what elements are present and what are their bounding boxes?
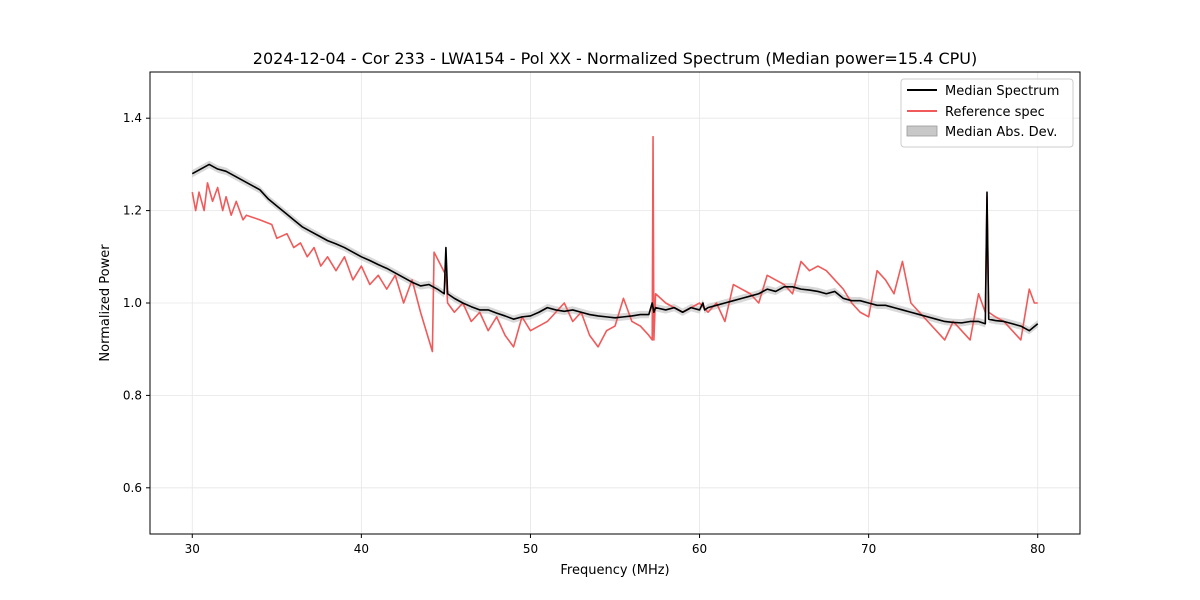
legend-median-label: Median Spectrum <box>945 84 1059 99</box>
x-tick-label: 40 <box>354 542 369 556</box>
x-tick-label: 70 <box>861 542 876 556</box>
chart-title: 2024-12-04 - Cor 233 - LWA154 - Pol XX -… <box>253 49 977 68</box>
x-axis-ticks: 30 40 50 60 70 80 <box>185 534 1045 556</box>
mad-band <box>192 160 1038 335</box>
legend-reference-label: Reference spec <box>945 105 1045 120</box>
reference-line <box>191 135 1038 353</box>
median-line <box>191 163 1039 332</box>
legend-mad-swatch <box>906 125 938 137</box>
legend-mad-label: Median Abs. Dev. <box>945 125 1057 140</box>
median-abs-dev-band <box>192 160 1038 335</box>
y-axis-label: Normalized Power <box>98 244 113 362</box>
x-tick-label: 60 <box>692 542 707 556</box>
y-tick-label: 1.4 <box>123 111 142 125</box>
y-axis-ticks: 0.6 0.8 1.0 1.2 1.4 <box>123 111 150 495</box>
legend-box <box>900 78 1074 148</box>
y-tick-label: 0.8 <box>123 388 142 402</box>
reference-spectrum-series <box>191 135 1038 353</box>
x-tick-label: 80 <box>1030 542 1045 556</box>
y-tick-label: 1.2 <box>123 204 142 218</box>
x-axis-label: Frequency (MHz) <box>560 563 669 578</box>
y-tick-label: 0.6 <box>123 481 142 495</box>
legend: Median Spectrum Reference spec Median Ab… <box>900 78 1074 148</box>
x-tick-label: 50 <box>523 542 538 556</box>
x-tick-label: 30 <box>185 542 200 556</box>
median-spectrum-series <box>191 163 1039 332</box>
y-tick-label: 1.0 <box>123 296 142 310</box>
